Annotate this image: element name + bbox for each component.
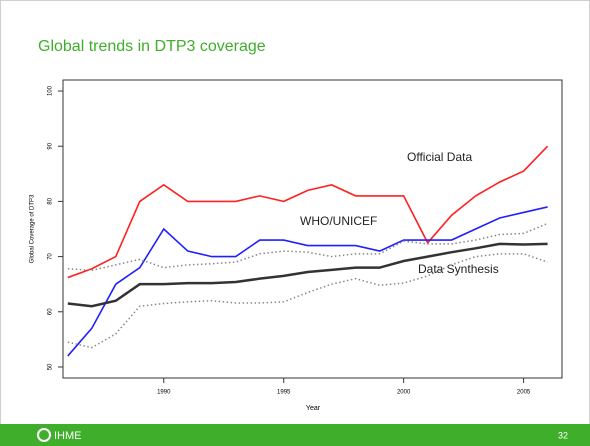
x-tick-label: 2000 [397,390,411,396]
x-tick-label: 2005 [517,390,531,396]
series-line [67,206,548,357]
logo-icon [37,428,51,442]
series-label: Data Synthesis [418,262,499,276]
y-tick-label: 100 [48,85,54,96]
plot-frame [62,79,563,379]
y-tick-label: 60 [48,308,54,315]
slide-title: Global trends in DTP3 coverage [38,38,266,55]
x-axis-label: Year [306,405,321,412]
series-label: Official Data [407,150,472,164]
y-tick-label: 70 [48,253,54,260]
series-line [67,242,548,308]
series-line [67,253,548,349]
x-tick-label: 1990 [157,390,171,396]
y-tick-label: 80 [48,197,54,204]
y-axis-label: Global Coverage of DTP3 [30,194,36,263]
y-tick-label: 50 [48,363,54,370]
page-number: 32 [558,430,568,440]
series-label: WHO/UNICEF [300,214,377,228]
series-line [67,222,548,272]
logo-text: IHME [54,430,82,442]
y-tick-label: 90 [48,142,54,149]
x-tick-label: 1995 [277,390,291,396]
series-line [67,145,549,279]
footer-bar [0,424,590,446]
